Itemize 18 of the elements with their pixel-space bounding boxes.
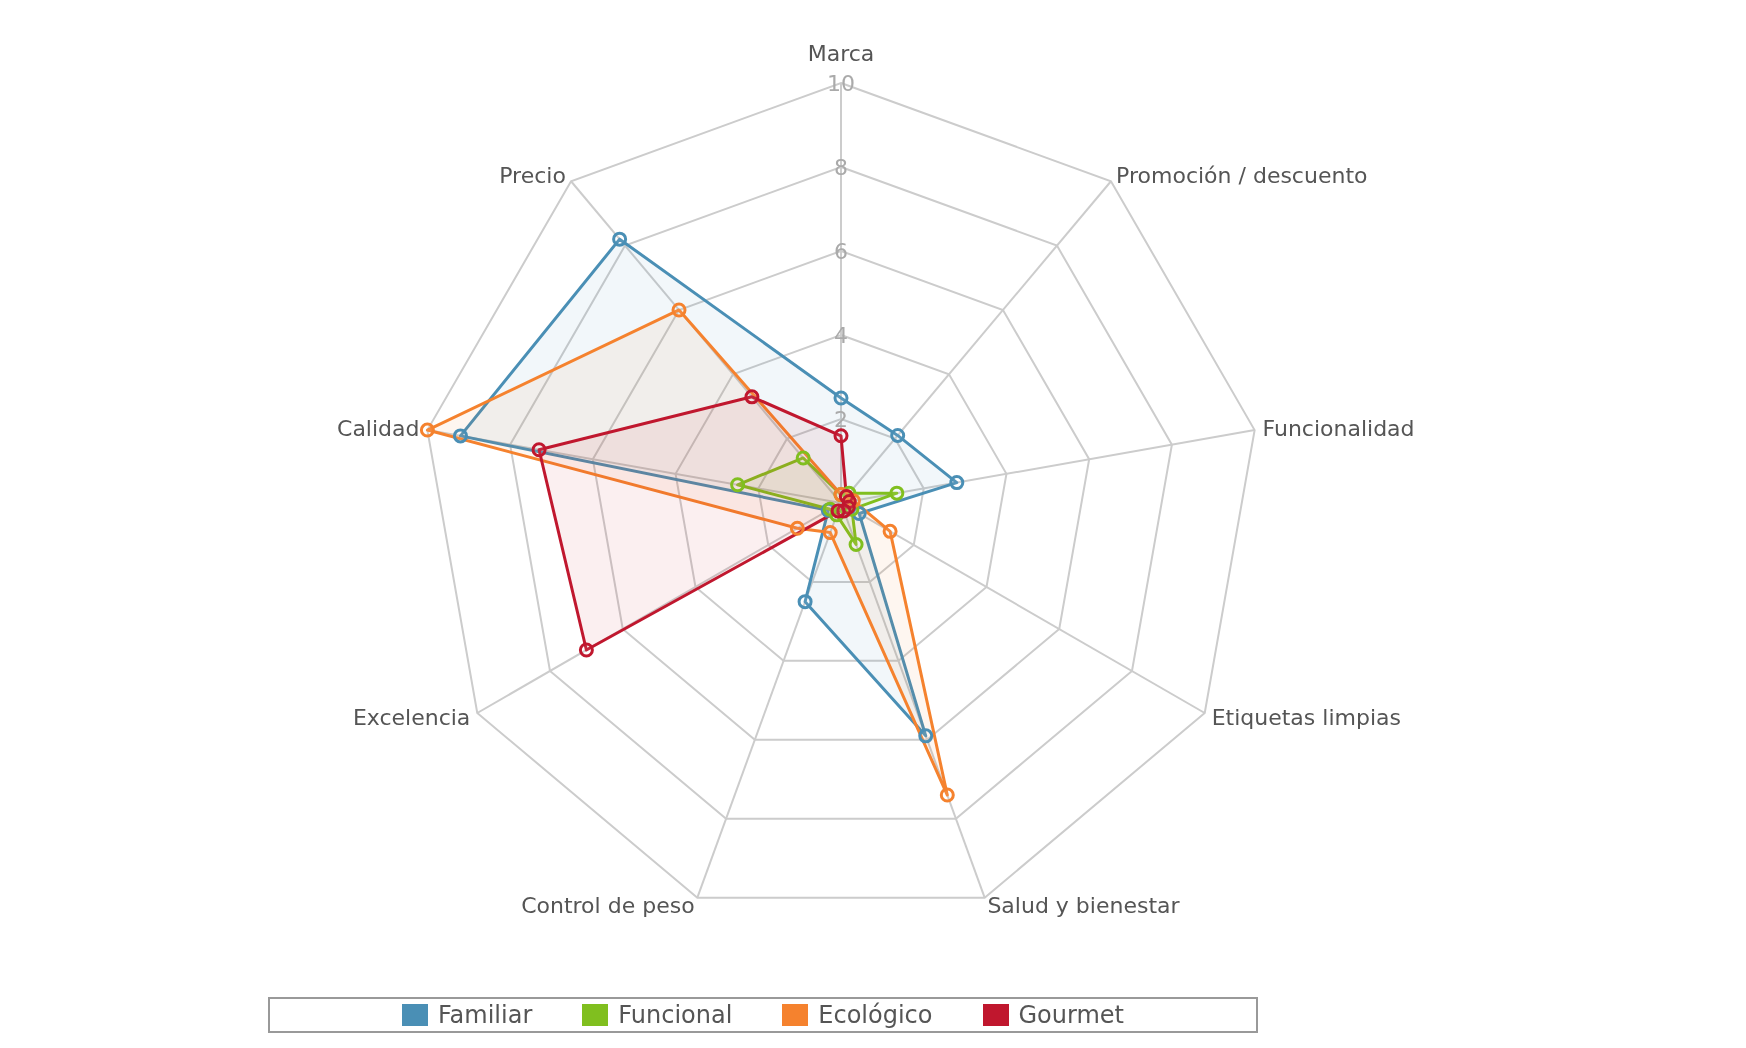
legend-label: Gourmet <box>1017 1001 1124 1029</box>
legend-label: Familiar <box>437 1001 533 1029</box>
y-tick-label: 6 <box>834 238 848 264</box>
spoke-label: Excelencia <box>352 704 471 730</box>
spoke-label: Marca <box>807 40 875 66</box>
y-tick-label: 4 <box>834 322 848 348</box>
spoke-label: Etiquetas limpias <box>1211 704 1401 730</box>
y-tick-label: 8 <box>834 154 848 180</box>
y-tick-label: 2 <box>834 406 848 432</box>
spoke-label: Calidad <box>337 416 420 442</box>
spoke-label: Salud y bienestar <box>987 892 1181 918</box>
y-tick-label: 10 <box>827 70 855 96</box>
legend-label: Funcional <box>617 1001 733 1029</box>
spoke-label: Promoción / descuento <box>1116 162 1368 188</box>
spoke-label: Precio <box>499 162 566 188</box>
legend-label: Ecológico <box>817 1001 933 1029</box>
spoke-label: Control de peso <box>521 892 695 918</box>
spoke-label: Funcionalidad <box>1262 416 1415 442</box>
